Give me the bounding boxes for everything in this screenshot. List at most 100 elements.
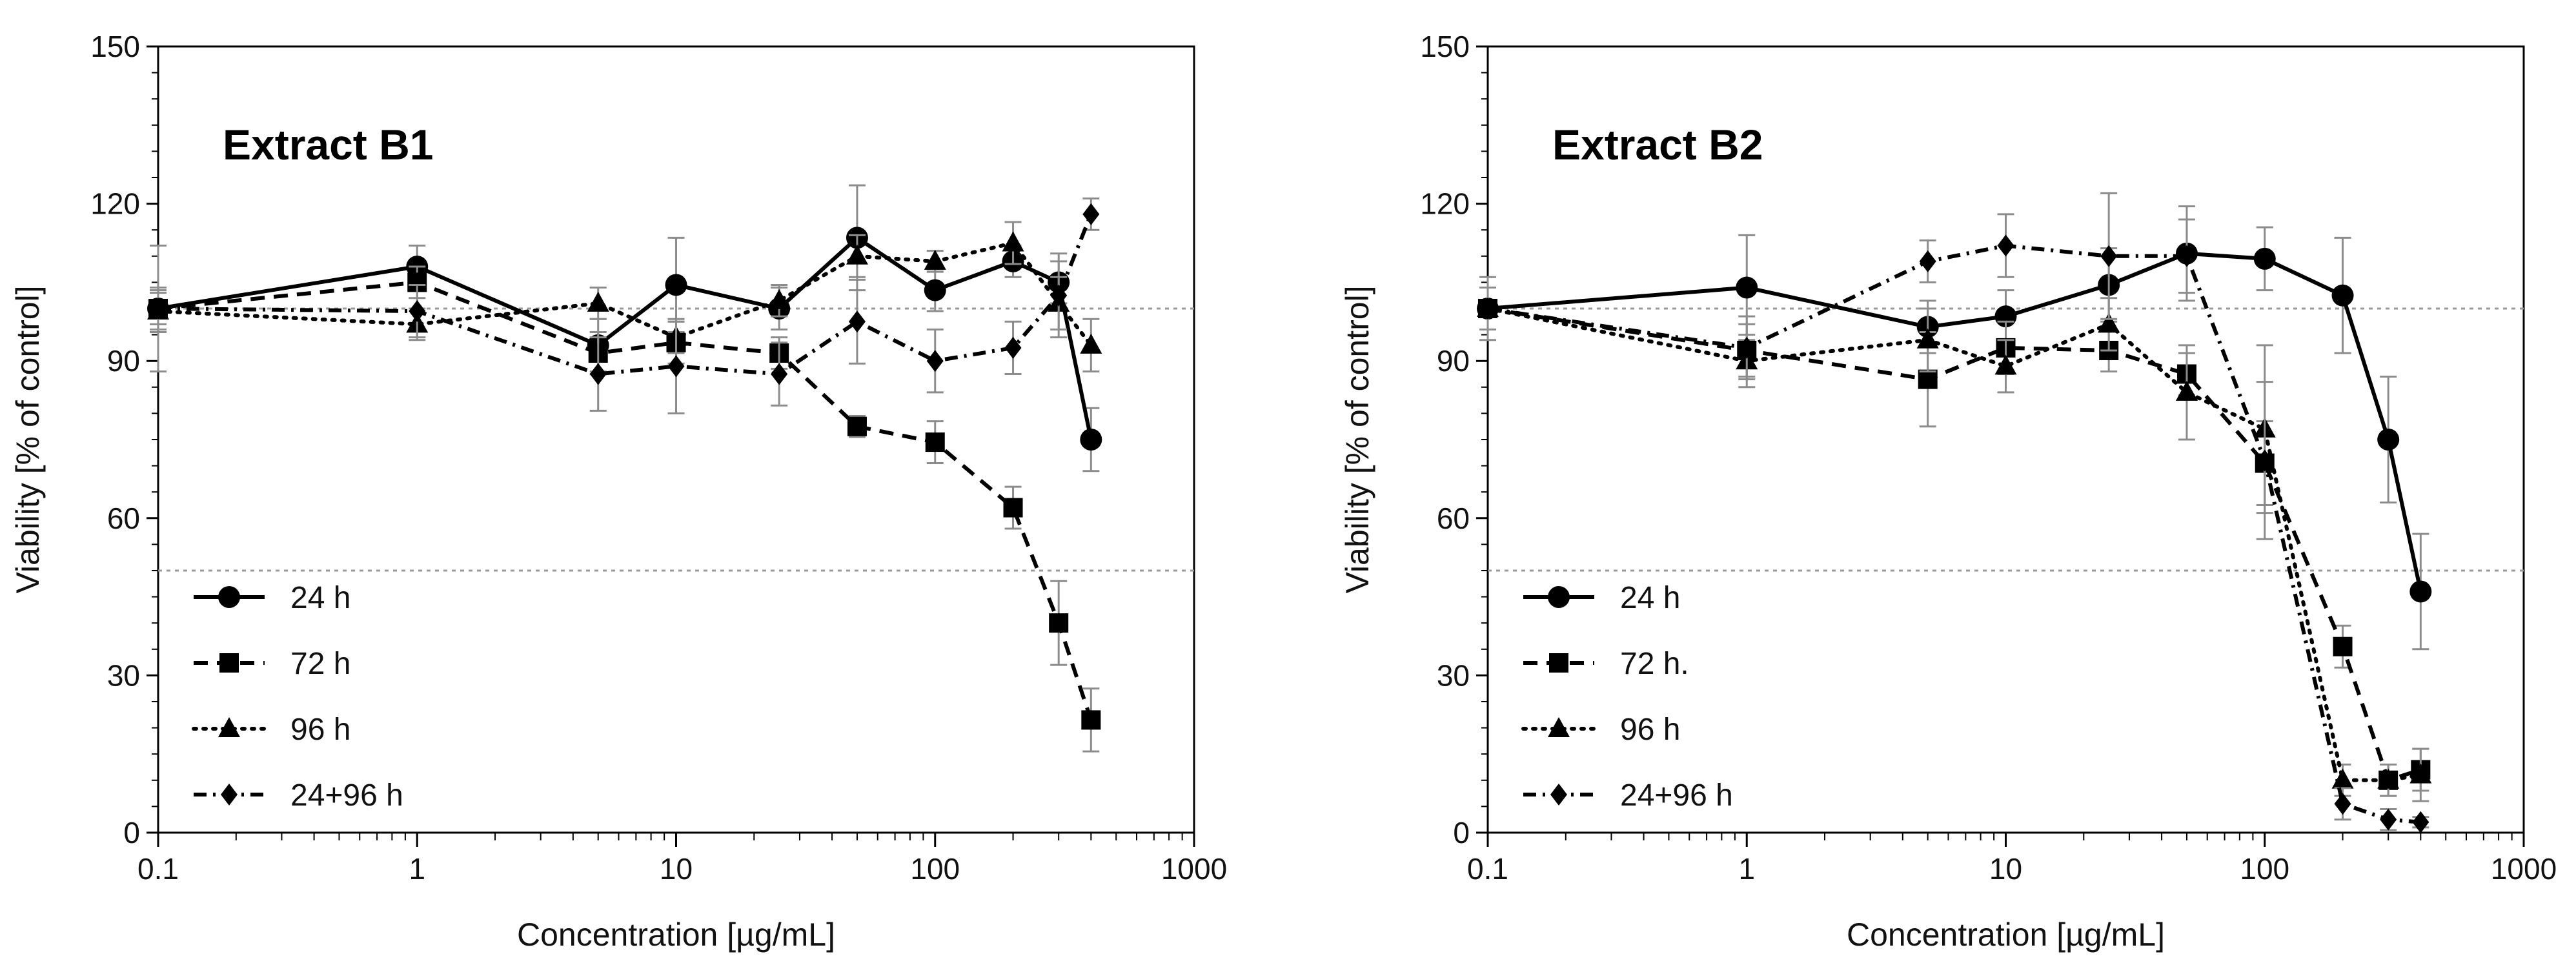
data-point	[846, 244, 868, 265]
legend: 24 h 72 h. 96 h 24+96 h	[1521, 581, 1733, 813]
data-point	[1081, 710, 1101, 730]
legend-marker	[1548, 717, 1570, 737]
legend-marker	[1548, 586, 1570, 608]
y-tick-label: 150	[90, 30, 140, 63]
data-point	[2412, 811, 2429, 833]
series-24-96-h	[150, 197, 1100, 414]
series-line	[1486, 307, 2423, 782]
chart-panel-1: 0 30 60 90 120 150 0.1 1 10 100 1000 Concentration …	[10, 30, 1227, 953]
legend-label: 24 h	[1620, 581, 1680, 615]
y-tick-label: 120	[1420, 187, 1470, 221]
data-point	[926, 350, 944, 372]
legend-marker	[218, 586, 240, 608]
x-tick-label: 100	[910, 852, 960, 886]
y-tick-label: 150	[1420, 30, 1470, 63]
legend-marker	[1550, 784, 1567, 806]
data-point	[771, 363, 788, 385]
x-axis-title: Concentration [µg/mL]	[1847, 917, 2165, 953]
legend-label: 72 h.	[1620, 647, 1689, 681]
data-point	[1080, 333, 1102, 354]
data-point	[1997, 234, 2014, 257]
data-point	[1479, 298, 1496, 320]
data-point	[2175, 380, 2198, 401]
chart-panel-2: 0 30 60 90 120 150 0.1 1 10 100 1000 Concentration …	[1339, 30, 2557, 953]
data-point	[589, 363, 607, 385]
y-tick-label: 60	[1437, 502, 1470, 535]
panel-title: Extract B1	[223, 121, 434, 168]
data-point	[587, 291, 609, 312]
data-point	[2409, 580, 2432, 603]
series-96-h	[147, 221, 1102, 372]
legend-label: 72 h	[290, 647, 350, 681]
y-tick-label: 120	[90, 187, 140, 221]
legend: 24 h 72 h 96 h 24+96 h	[192, 581, 403, 813]
x-tick-label: 1	[409, 852, 425, 886]
data-point	[925, 432, 945, 452]
data-point	[2098, 312, 2120, 333]
data-point	[847, 416, 867, 436]
y-tick-label: 0	[123, 816, 140, 849]
legend-label: 24+96 h	[290, 778, 403, 813]
data-point	[2380, 808, 2397, 831]
data-point	[2100, 245, 2118, 267]
data-point	[2334, 793, 2351, 815]
y-tick-label: 30	[107, 658, 140, 692]
x-tick-label: 10	[1989, 852, 2022, 886]
data-point	[1738, 336, 1756, 359]
series-line	[157, 280, 1093, 721]
data-point	[1916, 328, 1939, 349]
data-point	[924, 279, 946, 301]
y-tick-label: 0	[1453, 816, 1470, 849]
data-point	[848, 310, 866, 333]
y-tick-label: 90	[107, 344, 140, 378]
legend-label: 96 h	[290, 713, 350, 747]
data-point	[1994, 354, 2017, 375]
series-line	[156, 241, 1093, 347]
x-tick-label: 1000	[2491, 852, 2557, 886]
series-line	[1487, 307, 2422, 783]
data-point	[1002, 231, 1024, 252]
data-point	[150, 298, 167, 320]
data-point	[2331, 284, 2354, 307]
y-tick-label: 90	[1437, 344, 1470, 378]
legend-marker	[1549, 653, 1568, 673]
legend-label: 96 h	[1620, 713, 1680, 747]
y-tick-label: 30	[1437, 658, 1470, 692]
series-24-96-h	[1479, 192, 2429, 833]
panel-title: Extract B2	[1552, 121, 1763, 168]
x-tick-label: 100	[2240, 852, 2289, 886]
data-point	[2409, 763, 2432, 784]
data-point	[2377, 768, 2400, 789]
data-point	[2256, 449, 2273, 472]
series-line	[1487, 251, 2423, 593]
legend-label: 24 h	[290, 581, 350, 615]
x-axis-title: Concentration [µg/mL]	[517, 917, 835, 953]
legend-label: 24+96 h	[1620, 778, 1733, 813]
data-point	[665, 274, 687, 296]
legend-marker	[218, 717, 240, 737]
x-tick-label: 0.1	[1467, 852, 1508, 886]
data-point	[667, 355, 685, 378]
data-point	[1049, 613, 1069, 633]
data-point	[2253, 247, 2276, 270]
data-point	[768, 289, 791, 309]
series-line	[1487, 243, 2421, 824]
x-tick-label: 10	[660, 852, 693, 886]
data-point	[2333, 636, 2353, 656]
y-axis-title: Viability [% of control]	[10, 285, 46, 593]
data-point	[1050, 284, 1068, 307]
data-point	[1736, 276, 1758, 299]
data-point	[1004, 336, 1022, 359]
data-point	[1080, 429, 1102, 451]
data-point	[1919, 250, 1936, 272]
legend-marker	[219, 653, 239, 673]
data-point	[1082, 203, 1100, 225]
series-line	[157, 235, 1093, 440]
data-point	[924, 249, 946, 270]
data-point	[2331, 768, 2354, 789]
data-point	[409, 300, 426, 323]
data-point	[2178, 245, 2195, 267]
data-point	[2377, 429, 2400, 451]
series-24-h	[147, 184, 1102, 472]
